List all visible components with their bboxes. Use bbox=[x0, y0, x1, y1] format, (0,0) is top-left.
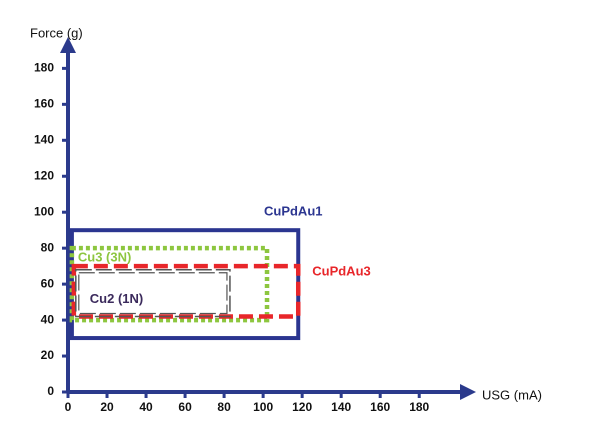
y-tick-label: 60 bbox=[41, 276, 55, 290]
y-tick-label: 120 bbox=[34, 168, 54, 182]
x-tick-label: 140 bbox=[331, 400, 351, 414]
y-tick-label: 180 bbox=[34, 61, 54, 75]
x-tick-label: 40 bbox=[139, 400, 153, 414]
x-axis-arrow bbox=[460, 384, 476, 400]
range-box-inner bbox=[78, 272, 228, 315]
series-label: Cu2 (1N) bbox=[90, 291, 143, 306]
x-tick-label: 80 bbox=[217, 400, 231, 414]
series-label: Cu3 (3N) bbox=[78, 250, 131, 265]
y-tick-label: 100 bbox=[34, 204, 54, 218]
x-tick-label: 100 bbox=[253, 400, 273, 414]
y-axis-label: Force (g) bbox=[30, 25, 83, 40]
y-tick-label: 40 bbox=[41, 312, 55, 326]
y-axis-arrow bbox=[60, 37, 76, 53]
series-label: CuPdAu3 bbox=[312, 264, 371, 279]
series-label: CuPdAu1 bbox=[264, 204, 323, 219]
y-tick-label: 140 bbox=[34, 132, 54, 146]
x-tick-label: 20 bbox=[100, 400, 114, 414]
x-tick-label: 0 bbox=[65, 400, 72, 414]
x-tick-label: 180 bbox=[409, 400, 429, 414]
y-tick-label: 160 bbox=[34, 97, 54, 111]
x-tick-label: 60 bbox=[178, 400, 192, 414]
x-tick-label: 120 bbox=[292, 400, 312, 414]
y-tick-label: 80 bbox=[41, 240, 55, 254]
y-tick-label: 0 bbox=[47, 384, 54, 398]
y-tick-label: 20 bbox=[41, 348, 55, 362]
x-axis-label: USG (mA) bbox=[482, 387, 542, 402]
x-tick-label: 160 bbox=[370, 400, 390, 414]
